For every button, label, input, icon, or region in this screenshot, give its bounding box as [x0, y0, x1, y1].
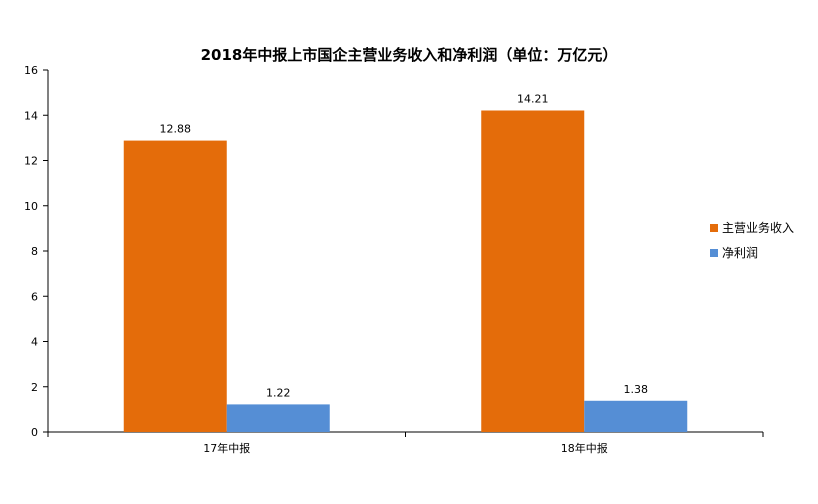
data-label: 1.22: [266, 386, 291, 399]
y-tick-label: 16: [24, 64, 38, 77]
y-tick-label: 14: [24, 109, 38, 122]
data-label: 14.21: [517, 92, 549, 105]
y-tick-label: 4: [31, 336, 38, 349]
legend-swatch: [710, 224, 718, 232]
bar-revenue: [481, 110, 585, 432]
y-tick-label: 10: [24, 200, 38, 213]
data-label: 1.38: [624, 383, 649, 396]
y-tick-label: 2: [31, 381, 38, 394]
y-tick-label: 6: [31, 290, 38, 303]
bar-revenue: [123, 140, 227, 432]
x-category-label: 17年中报: [203, 441, 250, 455]
data-label: 12.88: [160, 123, 192, 136]
x-category-label: 18年中报: [561, 441, 608, 455]
legend-label: 净利润: [722, 246, 758, 260]
legend-swatch: [710, 249, 718, 257]
y-tick-label: 12: [24, 155, 38, 168]
y-tick-label: 8: [31, 245, 38, 258]
legend-label: 主营业务收入: [722, 220, 794, 235]
plot-area: 0 2 4 6 8 10 12 14 16 12.88 1.22 17年中报 14.21 1.38 18年中…: [24, 64, 764, 455]
y-tick-label: 0: [31, 426, 38, 439]
bar-net-profit: [584, 400, 688, 432]
bar-net-profit: [226, 404, 330, 432]
chart-title: 2018年中报上市国企主营业务收入和净利润（单位：万亿元）: [201, 46, 618, 64]
